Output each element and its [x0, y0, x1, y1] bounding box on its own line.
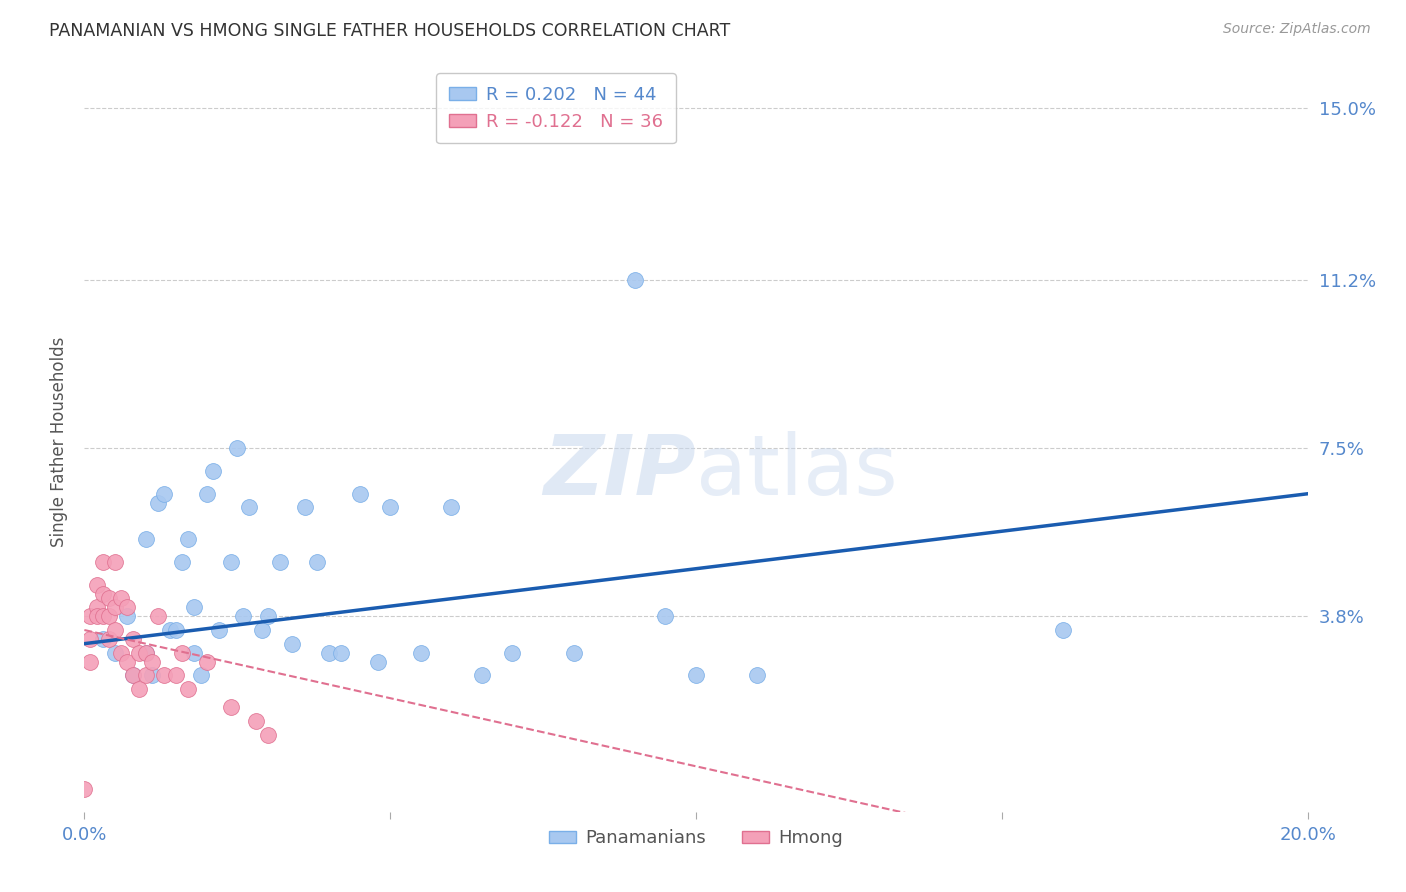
Point	[91, 609, 114, 624]
Point	[122, 668, 145, 682]
Point	[104, 623, 127, 637]
Point	[190, 668, 212, 682]
Point	[195, 487, 218, 501]
Point	[110, 646, 132, 660]
Point	[122, 632, 145, 647]
Point	[654, 609, 676, 624]
Point	[1052, 623, 1074, 637]
Legend: Panamanians, Hmong: Panamanians, Hmong	[541, 822, 851, 855]
Point	[165, 623, 187, 637]
Point	[86, 609, 108, 624]
Point	[177, 532, 200, 546]
Point	[159, 623, 181, 637]
Point	[146, 609, 169, 624]
Point	[97, 609, 120, 624]
Point	[104, 646, 127, 660]
Point	[91, 555, 114, 569]
Point	[219, 700, 242, 714]
Text: PANAMANIAN VS HMONG SINGLE FATHER HOUSEHOLDS CORRELATION CHART: PANAMANIAN VS HMONG SINGLE FATHER HOUSEH…	[49, 22, 731, 40]
Point	[281, 637, 304, 651]
Point	[330, 646, 353, 660]
Point	[685, 668, 707, 682]
Point	[502, 646, 524, 660]
Point	[141, 668, 163, 682]
Point	[115, 609, 138, 624]
Point	[91, 632, 114, 647]
Point	[146, 496, 169, 510]
Point	[380, 500, 402, 515]
Point	[257, 727, 280, 741]
Point	[79, 609, 101, 624]
Point	[177, 682, 200, 697]
Point	[104, 555, 127, 569]
Point	[135, 532, 157, 546]
Point	[219, 555, 242, 569]
Point	[122, 668, 145, 682]
Point	[172, 646, 194, 660]
Point	[115, 600, 138, 615]
Text: atlas: atlas	[696, 431, 897, 512]
Point	[128, 646, 150, 660]
Point	[165, 668, 187, 682]
Point	[245, 714, 267, 728]
Point	[104, 600, 127, 615]
Point	[183, 600, 205, 615]
Point	[128, 682, 150, 697]
Point	[232, 609, 254, 624]
Point	[183, 646, 205, 660]
Point	[269, 555, 291, 569]
Point	[73, 782, 96, 797]
Point	[91, 587, 114, 601]
Y-axis label: Single Father Households: Single Father Households	[51, 336, 69, 547]
Point	[79, 632, 101, 647]
Point	[409, 646, 432, 660]
Point	[115, 655, 138, 669]
Point	[624, 273, 647, 287]
Point	[195, 655, 218, 669]
Point	[153, 487, 176, 501]
Point	[135, 646, 157, 660]
Point	[110, 591, 132, 606]
Point	[440, 500, 463, 515]
Point	[208, 623, 231, 637]
Text: ZIP: ZIP	[543, 431, 696, 512]
Point	[97, 632, 120, 647]
Point	[318, 646, 340, 660]
Point	[135, 646, 157, 660]
Point	[97, 591, 120, 606]
Point	[250, 623, 273, 637]
Point	[257, 609, 280, 624]
Point	[238, 500, 260, 515]
Point	[349, 487, 371, 501]
Point	[201, 464, 224, 478]
Point	[747, 668, 769, 682]
Point	[86, 600, 108, 615]
Point	[86, 577, 108, 591]
Point	[226, 442, 249, 456]
Point	[172, 555, 194, 569]
Point	[305, 555, 328, 569]
Point	[135, 668, 157, 682]
Point	[141, 655, 163, 669]
Text: Source: ZipAtlas.com: Source: ZipAtlas.com	[1223, 22, 1371, 37]
Point	[367, 655, 389, 669]
Point	[79, 655, 101, 669]
Point	[294, 500, 316, 515]
Point	[471, 668, 494, 682]
Point	[562, 646, 585, 660]
Point	[153, 668, 176, 682]
